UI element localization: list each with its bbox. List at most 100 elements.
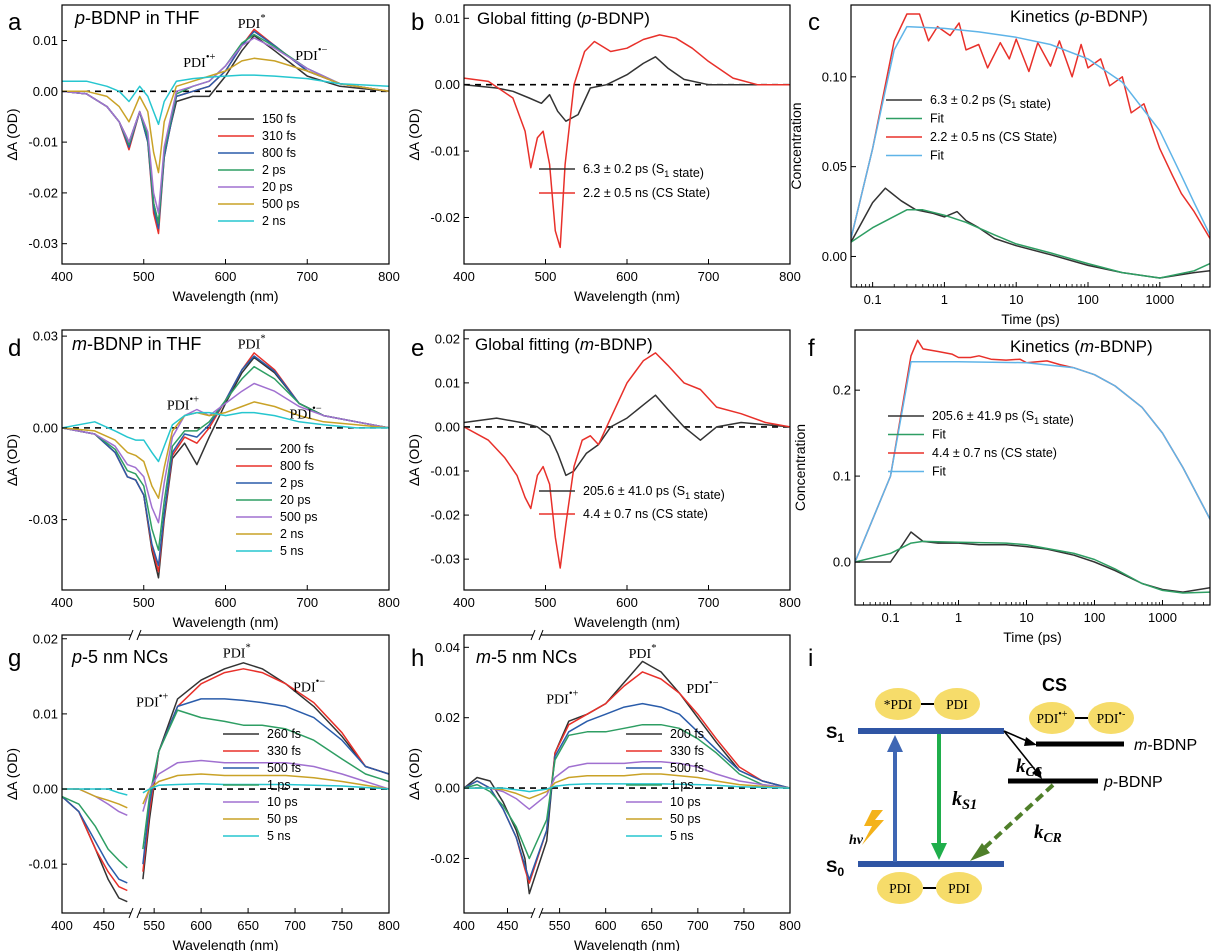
series-line [62, 709, 389, 869]
text-run: p [581, 9, 591, 28]
y-tick-label: 0.01 [435, 375, 460, 390]
y-tick-label: 0.00 [33, 84, 58, 99]
x-tick-label: 800 [378, 595, 400, 610]
y-tick-label: 0.01 [33, 33, 58, 48]
x-tick-label: 800 [378, 918, 400, 933]
x-tick-label: 700 [687, 918, 709, 933]
legend-label: 2 ns [262, 214, 286, 228]
legend-label: 500 ps [280, 510, 318, 524]
chart-b: 400 500 600 700 800 -0.02 -0.01 0.00 0.01 Wavelen… [406, 4, 801, 304]
superscript: •− [316, 676, 326, 687]
pdi-cation-bubble [1029, 702, 1075, 734]
axis-break-mark [128, 907, 134, 919]
y-tick-label: 0.02 [435, 331, 460, 346]
text-run: PDI [1097, 711, 1119, 726]
text-run: PDI [946, 697, 968, 712]
series-group [851, 13, 1210, 279]
series-line [464, 702, 790, 881]
chart-g: 400 450 550 600 650 700 750 800 -0.01 0.00 0.01 0.0… [4, 629, 400, 951]
superscript: * [260, 13, 265, 24]
x-tick-label: 100 [1084, 610, 1106, 625]
pdi-label: PDI•+ [1036, 709, 1067, 726]
text-run: p [1079, 7, 1089, 26]
series-line [464, 773, 790, 800]
x-axis-label: Time (ps) [1003, 629, 1062, 645]
peak-annotation: PDI•− [293, 676, 325, 695]
x-tick-label: 500 [535, 269, 557, 284]
x-tick-label: 0.1 [864, 292, 882, 307]
axis-break-mask [533, 908, 541, 918]
chart-a: 400 500 600 700 800 -0.03 -0.02 -0.01 0.00 0.01 Wa… [4, 4, 400, 304]
plot-frame [61, 4, 390, 265]
y-tick-label: 0.0 [833, 555, 851, 570]
x-tick-label: 500 [133, 269, 155, 284]
legend-label: 310 fs [262, 129, 296, 143]
text-run: Global fitting ( [477, 9, 582, 28]
x-tick-label: 800 [779, 595, 801, 610]
text-run: PDI [889, 881, 911, 896]
series-line [62, 74, 389, 126]
superscript: •− [709, 678, 719, 689]
series-group [464, 660, 790, 895]
peak-annotation: PDI•+ [136, 691, 168, 710]
superscript: •+ [1058, 709, 1068, 720]
y-axis-label: Concentration [788, 102, 804, 189]
plot-frame [463, 634, 791, 914]
text-run: -BDNP [1113, 774, 1163, 791]
text-run: S [826, 723, 837, 742]
x-axis-label: Wavelength (nm) [172, 937, 278, 951]
series-line [855, 540, 1210, 594]
text-run: -BDNP) [1094, 337, 1153, 356]
panel-letter-b: b [411, 9, 424, 36]
superscript: •- [1118, 709, 1125, 720]
text-run: -BDNP [1147, 737, 1197, 754]
series-group [62, 662, 389, 903]
peak-annotation: PDI* [238, 333, 266, 352]
legend-label: 800 fs [280, 459, 314, 473]
subscript: 0 [837, 865, 844, 879]
series-line [851, 187, 1210, 279]
legend-label: 200 fs [280, 442, 314, 456]
y-tick-label: 0.01 [33, 706, 58, 721]
superscript: •− [318, 45, 328, 56]
s0-label: S0 [826, 857, 844, 879]
x-tick-label: 700 [284, 918, 306, 933]
series-line [62, 668, 389, 892]
legend-label: Fit [930, 149, 944, 163]
superscript: •+ [206, 52, 216, 63]
x-tick-label: 650 [641, 918, 663, 933]
excitation-arrowhead [887, 735, 903, 752]
x-tick-label: 10 [1009, 292, 1023, 307]
x-tick-label: 800 [779, 269, 801, 284]
series-line [464, 760, 790, 810]
pdi-bubble [936, 872, 982, 904]
series-line [464, 352, 790, 569]
series-line [464, 660, 790, 895]
panel-title-e: Global fitting (m-BDNP) [475, 335, 653, 354]
text-run: state) [669, 166, 704, 180]
peak-annotation: PDI* [629, 643, 657, 662]
legend-label: Fit [932, 428, 946, 442]
panel-title-b: Global fitting (p-BDNP) [477, 9, 650, 28]
x-tick-label: 1 [955, 610, 962, 625]
legend-label: 500 ps [262, 197, 300, 211]
series-line [464, 671, 790, 884]
series-group [855, 339, 1210, 594]
x-tick-label: 550 [143, 918, 165, 933]
text-run: S [826, 857, 837, 876]
text-run: m [1080, 337, 1094, 356]
y-tick-label: 0.01 [435, 11, 460, 26]
x-tick-label: 500 [133, 595, 155, 610]
text-run: k [1016, 756, 1026, 777]
x-tick-label: 500 [535, 595, 557, 610]
y-tick-label: -0.02 [430, 210, 460, 225]
x-axis-label: Wavelength (nm) [172, 614, 278, 630]
y-tick-label: 0.00 [33, 782, 58, 797]
y-tick-label: -0.02 [430, 508, 460, 523]
x-tick-label: 0.1 [882, 610, 900, 625]
series-line [62, 33, 389, 225]
legend-label: 200 fs [670, 727, 704, 741]
legend-label: 50 ps [670, 812, 701, 826]
series-line [62, 30, 389, 230]
y-tick-label: -0.02 [28, 185, 58, 200]
